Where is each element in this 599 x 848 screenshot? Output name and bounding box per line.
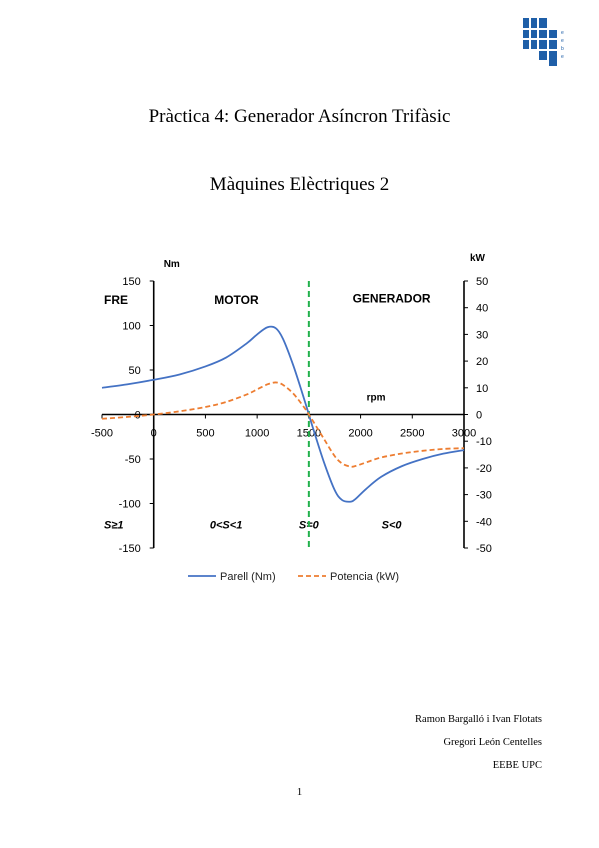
region-label-fre: FRE (104, 293, 128, 307)
series-line-potencia (101, 381, 465, 468)
right-axis-unit: kW (470, 253, 486, 264)
right-axis-tick-label: -20 (476, 463, 492, 475)
right-axis-tick-label: 0 (476, 410, 482, 422)
right-axis-tick-label: 20 (476, 356, 488, 368)
x-axis-tick-label: 1000 (245, 428, 269, 440)
institution-line: EEBE UPC (492, 760, 542, 771)
x-axis-tick-label: 500 (196, 428, 214, 440)
right-axis-tick-label: 30 (476, 329, 488, 341)
region-label-generator: GENERADOR (353, 291, 431, 305)
right-axis-tick-label: -30 (476, 490, 492, 502)
right-axis-tick-label: 40 (476, 303, 488, 315)
region-label-motor: MOTOR (214, 293, 259, 307)
left-axis-tick-label: -50 (125, 454, 141, 466)
authors-block: Ramon Bargalló i Ivan Flotats Gregori Le… (415, 708, 542, 777)
x-axis-tick-label: -500 (91, 428, 113, 440)
left-axis-tick-label: 100 (122, 321, 140, 333)
left-axis-tick-label: -150 (119, 543, 141, 555)
logo-letter: b (561, 46, 564, 52)
left-axis-unit: Nm (164, 259, 180, 270)
document-title: Pràctica 4: Generador Asíncron Trifàsic (148, 106, 451, 127)
series-line-parell (101, 325, 465, 503)
x-axis-unit: rpm (367, 393, 386, 404)
slip-label-generator: S<0 (382, 519, 403, 531)
right-axis-tick-label: 10 (476, 383, 488, 395)
right-axis-tick-label: 50 (476, 276, 488, 288)
right-axis-tick-label: -50 (476, 543, 492, 555)
left-axis-tick-label: 150 (122, 276, 140, 288)
eebe-logo: e e b e (522, 18, 566, 68)
legend-label: Parell (Nm) (220, 571, 276, 583)
left-axis-tick-label: 50 (128, 365, 140, 377)
slip-label-fre: S≥1 (104, 519, 124, 531)
logo-letter: e (561, 38, 564, 44)
left-axis-tick-label: -100 (119, 499, 141, 511)
x-axis-tick-label: 0 (151, 428, 157, 440)
legend-label: Potencia (kW) (330, 571, 399, 583)
x-axis-tick-label: 3000 (452, 428, 476, 440)
torque-power-chart: 150 100 50 0 -50 -100 -150 50 40 30 20 10 0 -10 -20 -30… (80, 248, 510, 593)
x-axis-tick-label: 2500 (400, 428, 424, 440)
author-line: Ramon Bargalló i Ivan Flotats (415, 714, 542, 725)
author-line: Gregori León Centelles (443, 737, 542, 748)
logo-letter: e (561, 54, 564, 60)
right-axis-tick-label: -40 (476, 516, 492, 528)
logo-letter: e (561, 30, 564, 36)
right-axis-tick-label: -10 (476, 436, 492, 448)
x-axis-tick-label: 2000 (348, 428, 372, 440)
page-number: 1 (296, 786, 303, 798)
document-subtitle: Màquines Elèctriques 2 (209, 174, 390, 195)
slip-label-motor: 0<S<1 (210, 519, 242, 531)
